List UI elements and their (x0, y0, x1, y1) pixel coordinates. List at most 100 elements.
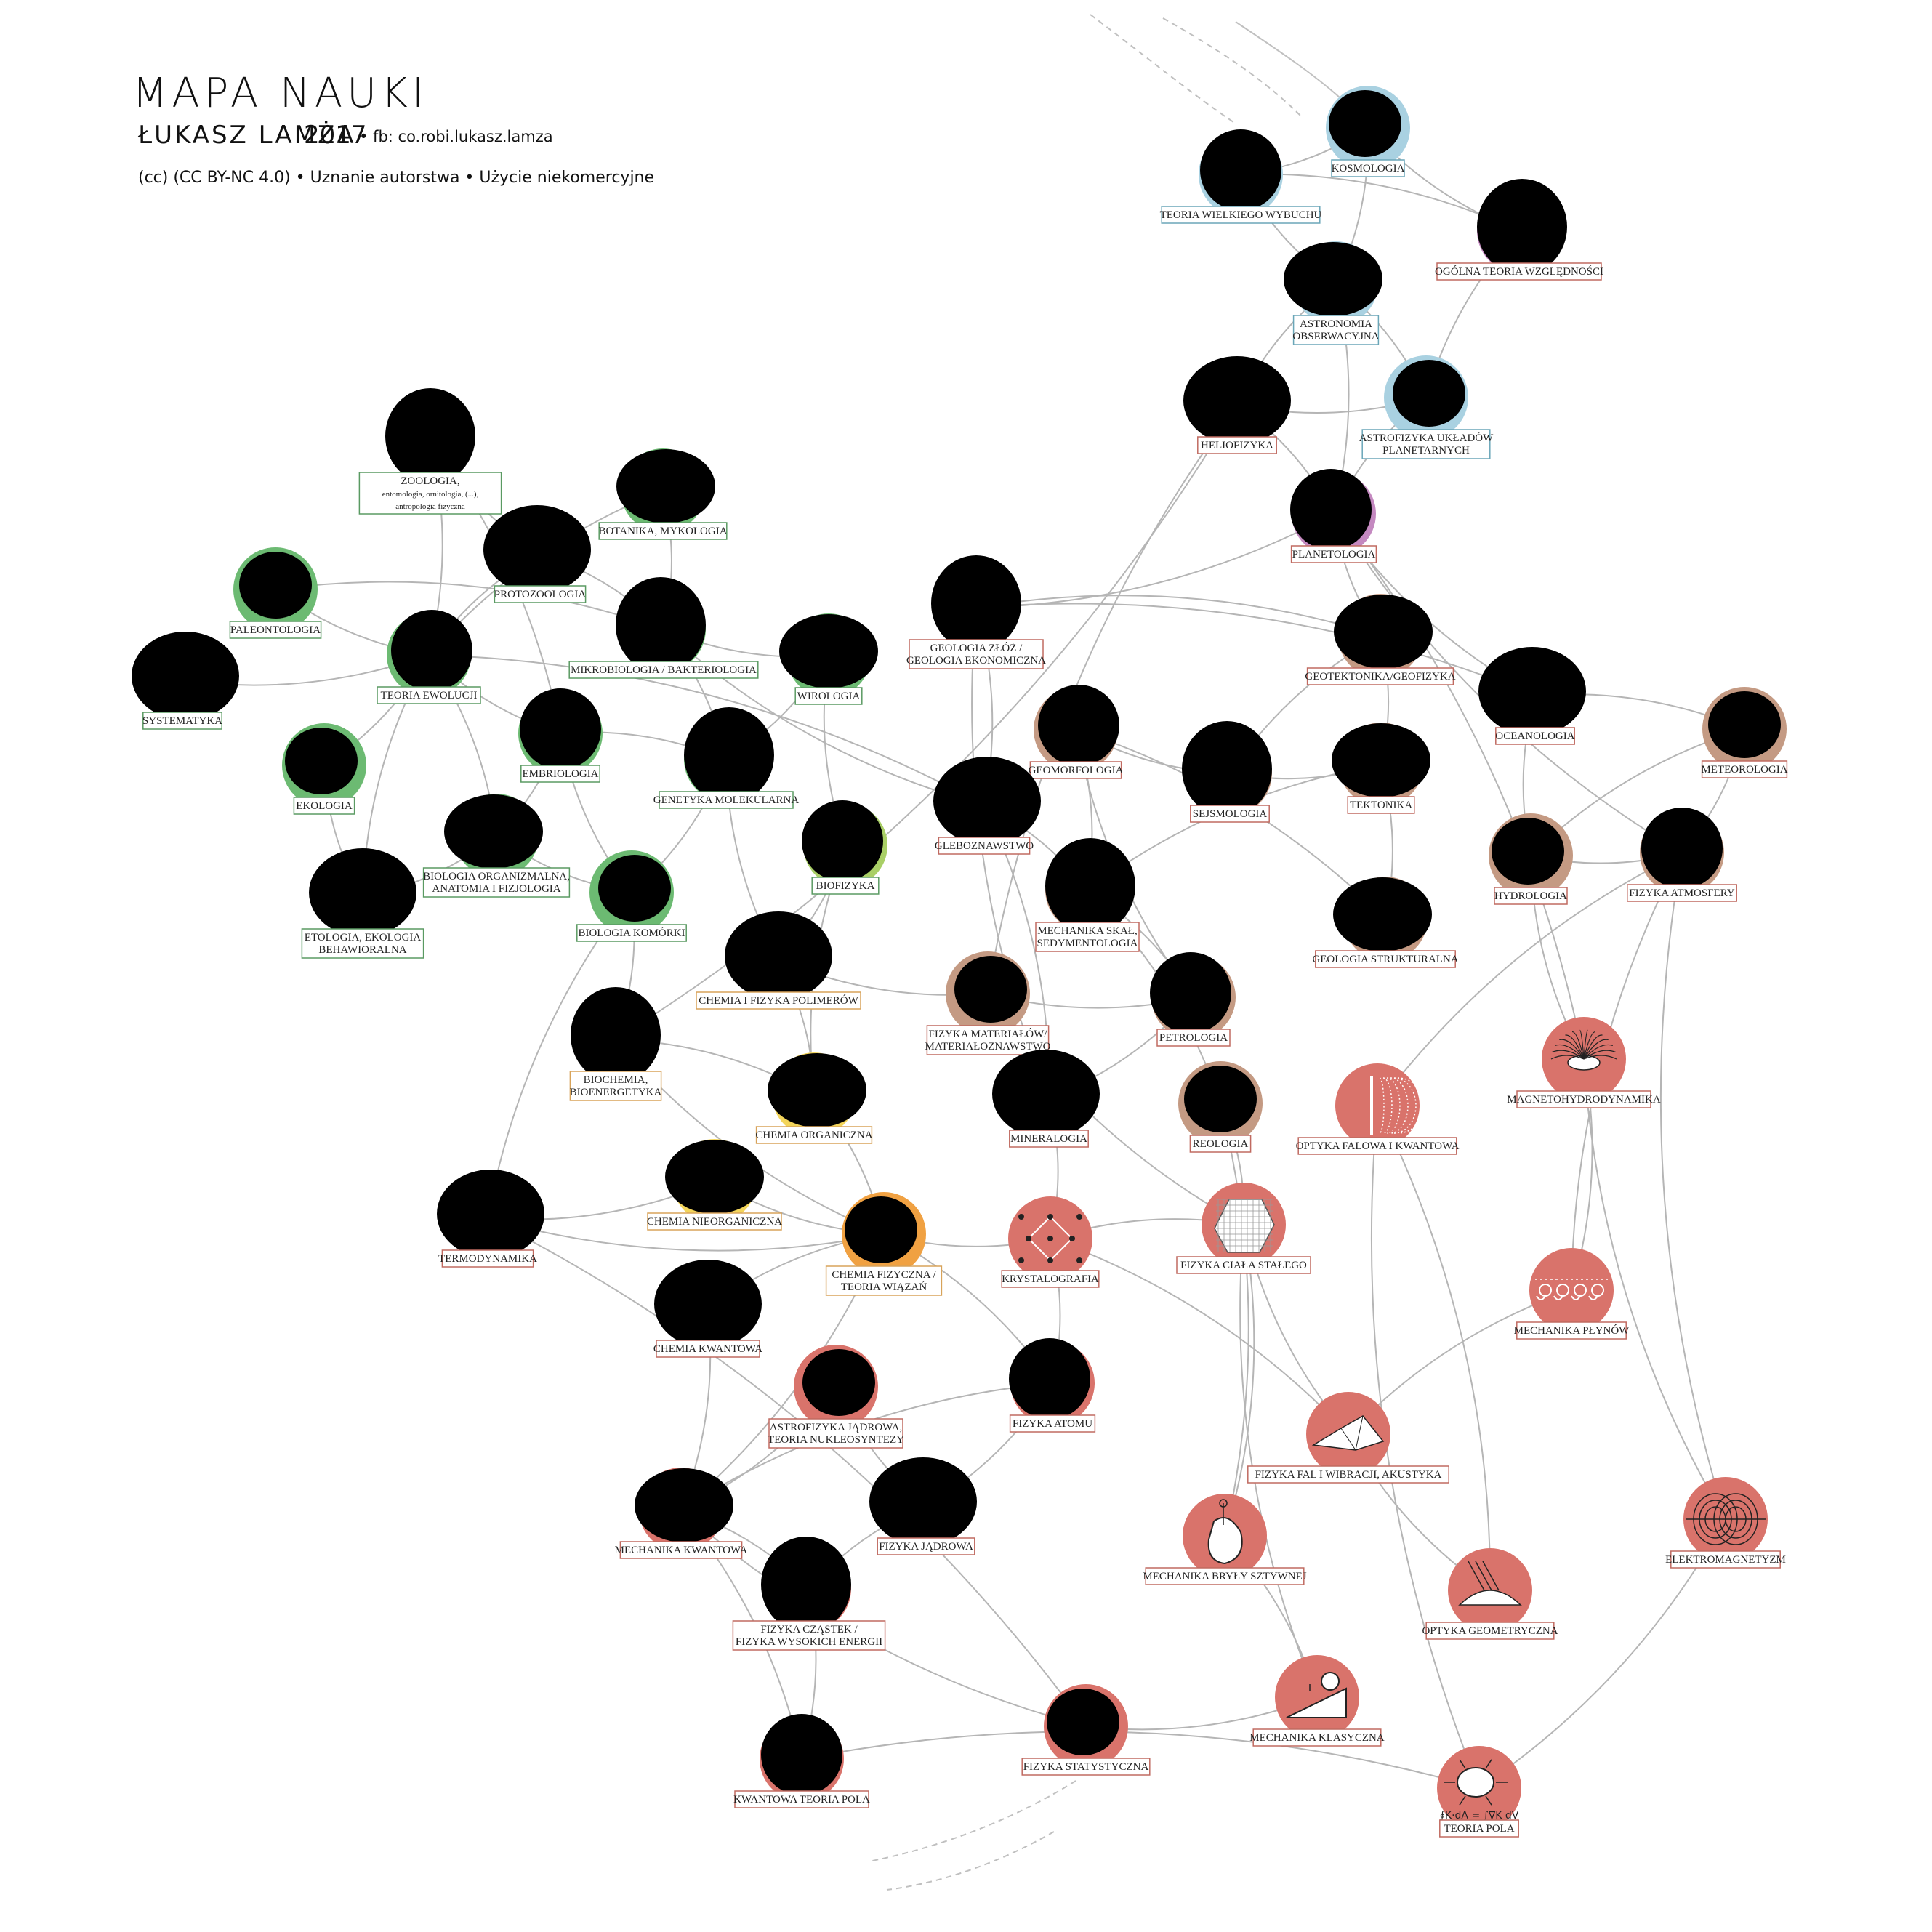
decor-edge (872, 1780, 1076, 1861)
node-label-box-fizyka-statystyczna (1021, 1758, 1151, 1776)
node-wielki-wybuch[interactable]: TEORIA WIELKIEGO WYBUCHU (1160, 129, 1322, 224)
node-fizyka-czastek[interactable]: FIZYKA CZĄSTEK /FIZYKA WYSOKICH ENERGII (732, 1537, 886, 1651)
node-gleboznawstwo[interactable]: GLEBOZNAWSTWO (933, 757, 1041, 855)
node-mechanika-klasyczna[interactable]: MECHANIKA KLASYCZNA (1249, 1655, 1385, 1747)
node-fizyka-atmosfery[interactable]: FIZYKA ATMOSFERY (1627, 808, 1737, 902)
node-geotektonika[interactable]: GEOTEKTONIKA/GEOFIZYKA (1305, 594, 1456, 685)
node-fizyka-ciala[interactable]: FIZYKA CIAŁA STAŁEGO (1176, 1183, 1311, 1274)
node-reologia[interactable]: REOLOGIA (1178, 1061, 1263, 1153)
node-kosmologia[interactable]: KOSMOLOGIA (1326, 86, 1410, 177)
node-genetyka[interactable]: GENETYKA MOLEKULARNA (653, 707, 800, 809)
node-tektonika[interactable]: TEKTONIKA (1332, 723, 1430, 814)
node-embriologia[interactable]: EMBRIOLOGIA (518, 688, 603, 783)
node-fizyka-statystyczna[interactable]: FIZYKA STATYSTYCZNA (1021, 1684, 1151, 1776)
edge-kwantowa-teoria-pola-teoria-pola (801, 1731, 1480, 1789)
node-hydrologia[interactable]: HYDROLOGIA (1489, 813, 1573, 905)
node-label-box-genetyka (659, 791, 794, 809)
edge-fizyka-fal-krystalografia (1050, 1238, 1349, 1435)
node-label-box-reologia (1189, 1135, 1252, 1153)
node-label-box-ogolna-wzglednosc (1436, 262, 1602, 281)
redaction-mark-zoologia (385, 388, 475, 484)
node-mechanika-skal[interactable]: MECHANIKA SKAŁ,SEDYMENTOLOGIA (1035, 838, 1140, 952)
node-geologia-strukt[interactable]: GEOLOGIA STRUKTURALNA (1312, 877, 1459, 968)
node-chemia-kwantowa[interactable]: CHEMIA KWANTOWA (653, 1260, 762, 1358)
node-mikrobiologia[interactable]: MIKROBIOLOGIA / BAKTERIOLOGIA (568, 577, 759, 679)
node-zoologia[interactable]: ZOOLOGIA, entomologia, ornitologia, (...)… (358, 388, 502, 515)
node-chemia-nieorg[interactable]: CHEMIA NIEORGANICZNA (647, 1139, 782, 1231)
redaction-mark-biochemia (571, 987, 661, 1083)
redaction-mark-biofizyka (802, 800, 883, 882)
node-label-box-biochemia (569, 1071, 662, 1101)
redaction-mark-protozoologia (483, 505, 591, 594)
node-label-biofizyka: BIOFIZYKA (816, 880, 875, 892)
node-elektromagnetyzm[interactable]: ELEKTROMAGNETYZM (1665, 1477, 1786, 1569)
node-sejsmologia[interactable]: SEJSMOLOGIA (1182, 721, 1272, 823)
node-label-ogolna-wzglednosc: OGÓLNA TEORIA WZGLĘDNOŚCI (1435, 265, 1603, 278)
node-label-box-biologia-komorki (576, 924, 687, 942)
node-biologia-komorki[interactable]: BIOLOGIA KOMÓRKI (576, 850, 687, 942)
node-label-box-heliofizyka (1197, 436, 1277, 454)
node-biofizyka[interactable]: BIOFIZYKA (802, 800, 887, 895)
edge-geotektonika-geologia-zloz (975, 595, 1381, 637)
node-geologia-zloz[interactable]: GEOLOGIA ZŁÓŻ /GEOLOGIA EKONOMICZNA (906, 555, 1046, 669)
node-label-box-mechanika-kwantowa (619, 1541, 743, 1559)
redaction-mark-gleboznawstwo (933, 757, 1041, 845)
node-fizyka-jadrowa[interactable]: FIZYKA JĄDROWA (869, 1457, 977, 1555)
node-biologia-org[interactable]: BIOLOGIA ORGANIZMALNA,ANATOMIA I FIZJOLO… (422, 794, 571, 898)
node-mineralogia[interactable]: MINERALOGIA (992, 1050, 1100, 1148)
node-label-astronomia-2: OBSERWACYJNA (1292, 331, 1379, 342)
node-wirologia[interactable]: WIROLOGIA (779, 613, 878, 705)
node-mechanika-bryly[interactable]: MECHANIKA BRYŁY SZTYWNEJ (1143, 1494, 1307, 1585)
redaction-mark-tektonika (1332, 723, 1430, 797)
node-fizyka-fal[interactable]: FIZYKA FAL I WIBRACJI, AKUSTYKA (1247, 1392, 1449, 1484)
node-astrofizyka-jadrowa[interactable]: ASTROFIZYKA JĄDROWA,TEORIA NUKLEOSYNTEZY (768, 1345, 904, 1449)
node-optyka-falowa[interactable]: OPTYKA FALOWA I KWANTOWA (1296, 1063, 1460, 1155)
node-chemia-fizyczna[interactable]: CHEMIA FIZYCZNA /TEORIA WIĄZAŃ (825, 1192, 943, 1296)
node-label-paleontologia: PALEONTOLOGIA (230, 624, 321, 636)
node-heliofizyka[interactable]: HELIOFIZYKA (1183, 356, 1291, 454)
redaction-mark-geotektonika (1334, 595, 1433, 669)
node-magnetohydro[interactable]: MAGNETOHYDRODYNAMIKA (1507, 1017, 1661, 1108)
node-systematyka[interactable]: SYSTEMATYKA (132, 632, 239, 730)
node-oceanologia[interactable]: OCEANOLOGIA (1478, 647, 1586, 745)
node-geomorfologia[interactable]: GEOMORFOLOGIA (1029, 685, 1124, 779)
node-teoria-ewolucji[interactable]: TEORIA EWOLUCJI (377, 610, 481, 704)
node-optyka-geom[interactable]: OPTYKA GEOMETRYCZNA (1422, 1548, 1558, 1640)
node-biochemia[interactable]: BIOCHEMIA,BIOENERGETYKA (569, 987, 662, 1101)
node-label-fizyka-materialow: FIZYKA MATERIAŁÓW/ (929, 1028, 1048, 1040)
node-label-box-zoologia (358, 472, 502, 515)
node-meteorologia[interactable]: METEOROLOGIA (1701, 687, 1788, 778)
node-label-box-termodynamika (441, 1249, 534, 1268)
node-ogolna-wzglednosc[interactable]: OGÓLNA TEORIA WZGLĘDNOŚCI (1435, 179, 1603, 281)
node-mechanika-plynow[interactable]: MECHANIKA PŁYNÓW (1514, 1248, 1630, 1340)
node-krystalografia[interactable]: KRYSTALOGRAFIA (1001, 1196, 1100, 1288)
node-label-box-gleboznawstwo (938, 837, 1031, 855)
node-chemia-organiczna[interactable]: CHEMIA ORGANICZNA (755, 1052, 873, 1144)
node-label-geomorfologia: GEOMORFOLOGIA (1029, 765, 1124, 776)
node-chemia-polimerow[interactable]: CHEMIA I FIZYKA POLIMERÓW (696, 911, 861, 1010)
node-mechanika-kwantowa[interactable]: MECHANIKA KWANTOWA (615, 1468, 748, 1559)
node-ekologia[interactable]: EKOLOGIA (282, 723, 366, 815)
node-label-box-mechanika-plynow (1516, 1321, 1627, 1340)
node-petrologia[interactable]: PETROLOGIA (1150, 952, 1236, 1047)
node-label-box-optyka-geom (1425, 1622, 1555, 1640)
node-fizyka-atomu[interactable]: FIZYKA ATOMU (1009, 1338, 1096, 1433)
node-label-chemia-fizyczna-2: TEORIA WIĄZAŃ (841, 1281, 927, 1293)
node-termodynamika[interactable]: TERMODYNAMIKA (437, 1170, 544, 1268)
node-kwantowa-teoria-pola[interactable]: KWANTOWA TEORIA POLA (733, 1714, 870, 1808)
node-botanika[interactable]: BOTANIKA, MYKOLOGIA (598, 448, 728, 540)
node-planetologia[interactable]: PLANETOLOGIA (1290, 469, 1377, 563)
node-protozoologia[interactable]: PROTOZOOLOGIA (483, 505, 591, 603)
node-label-box-oceanologia (1495, 727, 1575, 745)
node-label-geologia-zloz-2: GEOLOGIA EKONOMICZNA (906, 655, 1046, 667)
vortex-flow-icon (1535, 1279, 1608, 1300)
edge-paleontologia-mikrobiologia (275, 581, 664, 630)
node-fizyka-materialow[interactable]: FIZYKA MATERIAŁÓW/MATERIAŁOZNAWSTWO (925, 951, 1051, 1055)
node-label-oceanologia: OCEANOLOGIA (1495, 730, 1574, 742)
node-paleontologia[interactable]: PALEONTOLOGIA (229, 547, 322, 639)
